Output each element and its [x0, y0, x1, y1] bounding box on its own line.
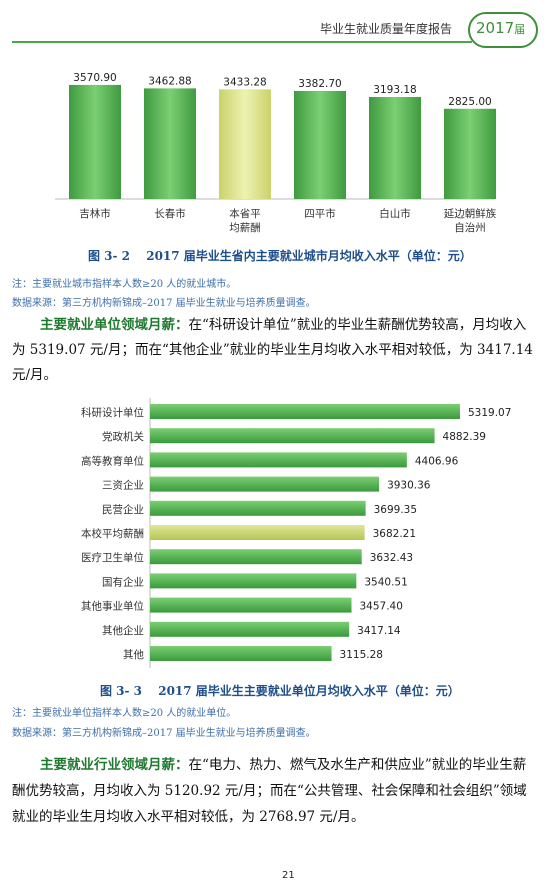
chart2-note: 注：主要就业单位指样本人数≥20 人的就业单位。 — [12, 708, 237, 719]
chart1-note: 注：主要就业城市指样本人数≥20 人的就业城市。 — [12, 279, 237, 290]
bar-value-label: 3193.18 — [373, 84, 416, 96]
unit-income-lead: 主要就业单位领域月薪： — [40, 317, 189, 333]
category-label: 高等教育单位 — [81, 454, 144, 467]
bar-value-label: 3417.14 — [357, 625, 401, 637]
category-label: 三资企业 — [102, 479, 144, 492]
report-title: 毕业生就业质量年度报告 — [320, 22, 453, 36]
year-badge-ring — [468, 12, 538, 48]
bar-value-label: 3570.90 — [73, 72, 116, 84]
bar — [369, 96, 421, 199]
category-label: 吉林市 — [79, 207, 111, 220]
category-label: 国有企业 — [102, 575, 144, 588]
bar — [294, 90, 346, 199]
bar — [150, 500, 366, 516]
year-badge-suffix: 届 — [514, 23, 526, 36]
bar-value-label: 3930.36 — [387, 480, 431, 492]
industry-income-lead: 主要就业行业领域月薪： — [40, 757, 189, 773]
bar — [150, 549, 362, 565]
page-number: 21 — [282, 870, 295, 881]
bar-value-label: 3382.70 — [298, 78, 341, 90]
chart2-source: 数据来源：第三方机构新锦成–2017 届毕业生就业与培养质量调查。 — [12, 728, 316, 739]
bar-value-label: 3699.35 — [374, 504, 417, 516]
unit-income-paragraph: 主要就业单位领域月薪：在“科研设计单位”就业的毕业生薪酬优势较高，月均收入为 5… — [12, 313, 537, 388]
bar-value-label: 4406.96 — [415, 455, 459, 467]
header-divider — [12, 41, 472, 43]
category-label: 民营企业 — [102, 503, 144, 516]
category-label: 本校平均薪酬 — [81, 527, 144, 540]
bar — [150, 476, 380, 492]
chart2-caption: 图 3- 3 2017 届毕业生主要就业单位月均收入水平（单位：元） — [100, 684, 460, 698]
bar — [69, 84, 121, 199]
bar-value-label: 5319.07 — [468, 407, 511, 419]
category-label: 白山市 — [379, 207, 411, 220]
chart1-caption: 图 3- 2 2017 届毕业生省内主要就业城市月均收入水平（单位：元） — [88, 249, 472, 263]
bar-value-label: 2825.00 — [448, 96, 491, 108]
category-label: 党政机关 — [102, 430, 144, 443]
industry-income-text: 在“电力、热力、燃气及水生产和供应业”就业的毕业生薪酬优势较高，月均收入为 51… — [12, 757, 527, 825]
category-label: 自治州 — [454, 221, 486, 234]
category-label: 延边朝鲜族 — [444, 207, 497, 220]
chart1-source: 数据来源：第三方机构新锦成–2017 届毕业生就业与培养质量调查。 — [12, 298, 316, 309]
bar-value-label: 4882.39 — [443, 431, 486, 443]
category-label: 其他事业单位 — [81, 600, 144, 613]
bar — [150, 621, 350, 637]
bar-value-label: 3540.51 — [364, 576, 407, 588]
category-label: 四平市 — [304, 207, 336, 220]
bar — [150, 646, 332, 661]
bar-average — [150, 525, 365, 540]
category-label: 长春市 — [154, 207, 186, 220]
category-label: 科研设计单位 — [81, 406, 144, 419]
bar — [144, 88, 196, 199]
category-label: 医疗卫生单位 — [81, 551, 144, 564]
unit-income-text: 在“科研设计单位”就业的毕业生薪酬优势较高，月均收入为 5319.07 元/月；… — [12, 317, 533, 383]
unit-income-bar-chart: 科研设计单位 5319.07 党政机关 4882.39 高等教育单位 4406.96 三资企… — [81, 398, 511, 668]
year-badge: 2017届 — [468, 12, 538, 48]
year-badge-year: 2017 — [476, 19, 515, 37]
bar-value-label: 3632.43 — [370, 552, 413, 564]
bar-average — [219, 89, 271, 199]
bar — [444, 108, 496, 199]
bar-value-label: 3433.28 — [223, 76, 266, 88]
category-label: 均薪酬 — [229, 222, 261, 234]
category-label: 本省平 — [229, 207, 261, 220]
category-label: 其他 — [123, 648, 144, 661]
industry-income-paragraph: 主要就业行业领域月薪：在“电力、热力、燃气及水生产和供应业”就业的毕业生薪酬优势… — [12, 752, 537, 830]
bar — [150, 597, 352, 613]
category-label: 其他企业 — [102, 624, 144, 637]
bar — [150, 452, 407, 468]
bar-value-label: 3682.21 — [373, 528, 416, 540]
bar — [150, 428, 435, 444]
bar — [150, 404, 460, 419]
bar — [150, 573, 357, 589]
bar-value-label: 3115.28 — [340, 649, 383, 661]
bar-value-label: 3457.40 — [360, 601, 403, 613]
bar-value-label: 3462.88 — [148, 75, 191, 87]
